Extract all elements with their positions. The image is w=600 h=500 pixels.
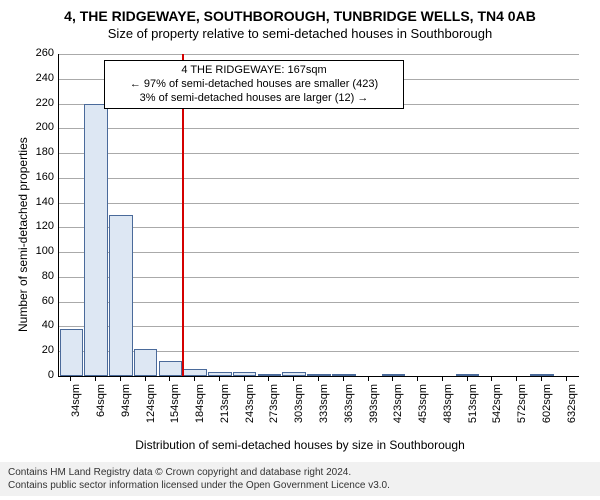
gridline [59, 178, 579, 179]
gridline [59, 153, 579, 154]
x-tick-mark [467, 376, 468, 381]
credits-box: Contains HM Land Registry data © Crown c… [0, 462, 600, 496]
y-tick: 0 [24, 369, 54, 381]
x-tick: 213sqm [219, 384, 231, 444]
x-tick-mark [417, 376, 418, 381]
x-tick-mark [566, 376, 567, 381]
bar [530, 374, 554, 376]
y-tick: 40 [24, 319, 54, 331]
gridline [59, 203, 579, 204]
x-tick-mark [516, 376, 517, 381]
x-tick: 542sqm [491, 384, 503, 444]
x-tick-mark [219, 376, 220, 381]
annotation-box: 4 THE RIDGEWAYE: 167sqm ← 97% of semi-de… [104, 60, 404, 109]
gridline [59, 326, 579, 327]
credits-line1: Contains HM Land Registry data © Crown c… [8, 466, 592, 479]
x-tick: 513sqm [467, 384, 479, 444]
gridline [59, 227, 579, 228]
y-tick: 120 [24, 220, 54, 232]
annotation-line3: 3% of semi-detached houses are larger (1… [111, 92, 397, 106]
x-tick: 363sqm [343, 384, 355, 444]
bar [60, 329, 84, 376]
title-sub: Size of property relative to semi-detach… [0, 26, 600, 41]
bar [208, 372, 232, 376]
y-tick: 160 [24, 171, 54, 183]
x-tick-mark [268, 376, 269, 381]
x-tick: 632sqm [566, 384, 578, 444]
gridline [59, 128, 579, 129]
x-tick-mark [169, 376, 170, 381]
bar [109, 215, 133, 376]
x-tick-mark [70, 376, 71, 381]
gridline [59, 54, 579, 55]
x-tick-mark [244, 376, 245, 381]
bar [84, 104, 108, 376]
x-tick: 303sqm [293, 384, 305, 444]
x-tick-mark [343, 376, 344, 381]
gridline [59, 252, 579, 253]
x-tick-mark [392, 376, 393, 381]
x-tick: 243sqm [244, 384, 256, 444]
x-tick: 602sqm [541, 384, 553, 444]
x-tick: 154sqm [169, 384, 181, 444]
y-tick: 20 [24, 344, 54, 356]
gridline [59, 277, 579, 278]
x-tick-mark [442, 376, 443, 381]
bar [159, 361, 183, 376]
y-tick: 140 [24, 196, 54, 208]
x-tick-mark [541, 376, 542, 381]
x-tick: 393sqm [368, 384, 380, 444]
x-tick: 572sqm [516, 384, 528, 444]
y-tick: 260 [24, 47, 54, 59]
x-tick: 483sqm [442, 384, 454, 444]
x-tick: 184sqm [194, 384, 206, 444]
x-tick-mark [145, 376, 146, 381]
bar [134, 349, 158, 376]
y-tick: 100 [24, 245, 54, 257]
x-tick-mark [120, 376, 121, 381]
x-tick: 34sqm [70, 384, 82, 444]
x-tick-mark [293, 376, 294, 381]
y-tick: 180 [24, 146, 54, 158]
bar [332, 374, 356, 376]
y-tick: 240 [24, 72, 54, 84]
x-tick: 64sqm [95, 384, 107, 444]
y-tick: 200 [24, 121, 54, 133]
annotation-line1: 4 THE RIDGEWAYE: 167sqm [111, 64, 397, 78]
x-tick-mark [318, 376, 319, 381]
x-tick-mark [194, 376, 195, 381]
credits-line2: Contains public sector information licen… [8, 479, 592, 492]
y-tick: 80 [24, 270, 54, 282]
x-tick-mark [491, 376, 492, 381]
x-tick-mark [95, 376, 96, 381]
x-tick: 124sqm [145, 384, 157, 444]
bar [183, 369, 207, 376]
annotation-line2: ← 97% of semi-detached houses are smalle… [111, 78, 397, 92]
gridline [59, 302, 579, 303]
y-tick: 60 [24, 295, 54, 307]
x-tick: 453sqm [417, 384, 429, 444]
x-tick: 333sqm [318, 384, 330, 444]
x-tick-mark [368, 376, 369, 381]
chart-container: 4, THE RIDGEWAYE, SOUTHBOROUGH, TUNBRIDG… [0, 0, 600, 500]
x-tick: 273sqm [268, 384, 280, 444]
title-main: 4, THE RIDGEWAYE, SOUTHBOROUGH, TUNBRIDG… [0, 0, 600, 24]
y-tick: 220 [24, 97, 54, 109]
x-tick: 423sqm [392, 384, 404, 444]
x-tick: 94sqm [120, 384, 132, 444]
x-axis-label: Distribution of semi-detached houses by … [0, 438, 600, 452]
